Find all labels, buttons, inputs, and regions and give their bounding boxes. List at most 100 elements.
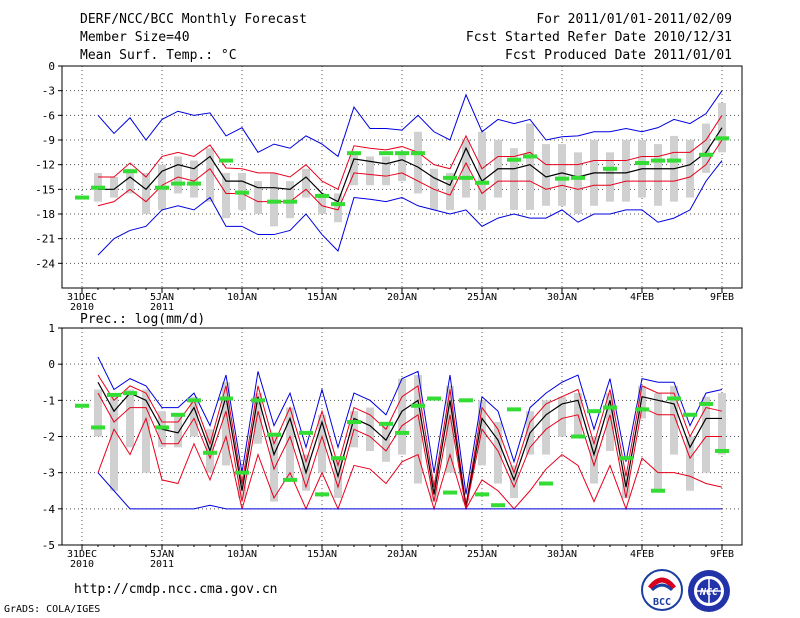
temp-observed-mark bbox=[667, 158, 681, 163]
temp-spread-box bbox=[174, 156, 182, 194]
temp-ytick-label: -21 bbox=[35, 233, 55, 246]
prec-ytick-label: 0 bbox=[48, 358, 55, 371]
prec-xtick-label: 25JAN bbox=[467, 549, 497, 560]
temp-spread-box bbox=[702, 123, 710, 173]
variable-label: Mean Surf. Temp.: °C bbox=[80, 48, 237, 63]
bcc-logo: BCC bbox=[641, 569, 683, 611]
prec-spread-box bbox=[286, 407, 294, 480]
temp-ytick-label: -12 bbox=[35, 159, 55, 172]
prec-spread-box bbox=[686, 436, 694, 491]
prec-xtick-label: 15JAN bbox=[307, 549, 337, 560]
prec-line-lower-spread-2 bbox=[97, 416, 723, 511]
temp-ytick-label: 0 bbox=[48, 60, 55, 73]
ncc-logo: NCC bbox=[688, 570, 730, 612]
temp-observed-mark bbox=[347, 151, 361, 156]
prec-observed-mark bbox=[571, 434, 585, 439]
prec-observed-mark bbox=[299, 430, 313, 435]
temp-spread-box bbox=[254, 181, 262, 214]
temp-spread-box bbox=[126, 168, 134, 194]
prec-observed-mark bbox=[619, 456, 633, 461]
prec-xtick-label: 20JAN bbox=[387, 549, 417, 560]
temp-spread-box bbox=[686, 140, 694, 198]
prec-ytick-label: 1 bbox=[48, 322, 55, 335]
temp-ytick-label: -3 bbox=[42, 85, 55, 98]
prec-ytick-label: -5 bbox=[42, 539, 55, 552]
prec-spread-box bbox=[190, 396, 198, 437]
temp-spread-box bbox=[382, 156, 390, 186]
temp-observed-mark bbox=[315, 193, 329, 198]
prec-ytick-label: -2 bbox=[42, 431, 55, 444]
temp-observed-mark bbox=[235, 190, 249, 195]
temp-observed-mark bbox=[523, 154, 537, 159]
temp-observed-mark bbox=[715, 136, 729, 141]
temp-spread-box bbox=[446, 172, 454, 210]
prec-observed-mark bbox=[475, 492, 489, 497]
temp-observed-mark bbox=[459, 175, 473, 180]
prec-spread-box bbox=[254, 393, 262, 444]
prec-spread-box bbox=[670, 385, 678, 455]
temp-observed-mark bbox=[411, 151, 425, 156]
temp-spread-box bbox=[606, 152, 614, 202]
prec-observed-mark bbox=[283, 477, 297, 482]
temp-observed-mark bbox=[379, 151, 393, 156]
prec-spread-box bbox=[446, 385, 454, 473]
prec-observed-mark bbox=[411, 403, 425, 408]
prec-spread-box bbox=[238, 476, 246, 498]
temp-spread-box bbox=[206, 148, 214, 202]
prec-observed-mark bbox=[171, 412, 185, 417]
temp-xtick-label: 5JAN bbox=[150, 292, 174, 303]
prec-spread-box bbox=[126, 389, 134, 448]
prec-observed-mark bbox=[459, 398, 473, 403]
temp-line-ensemble-mean bbox=[98, 127, 723, 203]
prec-xtick-label: 10JAN bbox=[227, 549, 257, 560]
temp-ytick-label: -15 bbox=[35, 183, 55, 196]
prec-xtick-label: 9FEB bbox=[710, 549, 734, 560]
prec-spread-box bbox=[494, 422, 502, 484]
temp-spread-box bbox=[318, 193, 326, 214]
prec-spread-box bbox=[142, 389, 150, 473]
temp-line-lower-spread bbox=[97, 139, 723, 211]
temp-spread-box bbox=[654, 144, 662, 206]
temp-spread-box bbox=[622, 140, 630, 202]
prec-ytick-label: -1 bbox=[42, 394, 55, 407]
temp-observed-mark bbox=[635, 161, 649, 166]
prec-spread-box bbox=[110, 393, 118, 491]
temp-spread-box bbox=[558, 144, 566, 206]
prec-observed-mark bbox=[587, 409, 601, 414]
temp-spread-box bbox=[270, 172, 278, 227]
temp-ytick-label: -6 bbox=[42, 109, 55, 122]
prec-spread-box bbox=[718, 393, 726, 455]
prec-observed-mark bbox=[683, 412, 697, 417]
temp-spread-box bbox=[222, 172, 230, 219]
temp-xtick-label: 15JAN bbox=[307, 292, 337, 303]
temp-line-upper-spread bbox=[98, 115, 723, 191]
prec-observed-mark bbox=[75, 403, 89, 408]
prec-xtick-label: 4FEB bbox=[630, 549, 654, 560]
temp-line-ensemble-min bbox=[97, 160, 723, 256]
temp-observed-mark bbox=[571, 175, 585, 180]
prec-observed-mark bbox=[699, 401, 713, 406]
temp-spread-box bbox=[478, 131, 486, 210]
prec-xtick-label-year: 2010 bbox=[70, 559, 94, 570]
prec-spread-box bbox=[510, 465, 518, 498]
temp-observed-mark bbox=[219, 158, 233, 163]
temp-spread-box bbox=[542, 144, 550, 206]
temp-observed-mark bbox=[75, 195, 89, 200]
prec-line-lower-spread bbox=[97, 392, 722, 509]
prec-spread-box bbox=[638, 385, 646, 419]
prec-spread-box bbox=[398, 378, 406, 455]
temp-observed-mark bbox=[651, 158, 665, 163]
temp-ytick-label: -18 bbox=[35, 208, 55, 221]
temp-observed-mark bbox=[267, 199, 281, 204]
temp-observed-mark bbox=[443, 175, 457, 180]
source-url[interactable]: http://cmdp.ncc.cma.gov.cn bbox=[74, 582, 278, 597]
prec-observed-mark bbox=[651, 488, 665, 493]
prec-observed-mark bbox=[635, 407, 649, 412]
bcc-logo-text: BCC bbox=[653, 597, 671, 608]
temp-xtick-label: 30JAN bbox=[547, 292, 577, 303]
temp-spread-box bbox=[334, 193, 342, 223]
prec-observed-mark bbox=[395, 430, 409, 435]
prec-spread-box bbox=[414, 375, 422, 484]
